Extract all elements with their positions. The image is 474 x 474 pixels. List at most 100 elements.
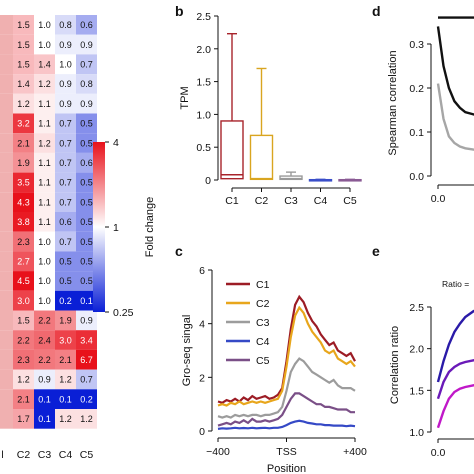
heatmap-cell-value: 0.7 [59, 178, 72, 188]
y-tick-label: 2.5 [196, 11, 211, 23]
heatmap-cell-value: 3.0 [17, 296, 30, 306]
heatmap-cell-value: 0.5 [59, 276, 72, 286]
panel-label-c: c [175, 243, 183, 259]
heatmap-cell [13, 15, 34, 35]
heatmap-cell-value: 0.1 [38, 414, 51, 424]
heatmap-cell-value: 1.5 [17, 40, 30, 50]
colorbar-bar [93, 142, 105, 312]
heatmap-column-label: C5 [80, 449, 94, 461]
heatmap-cell-value: 2.7 [17, 256, 30, 266]
x-tick-label: 0.0 [431, 447, 446, 459]
heatmap-cell-value: 1.0 [59, 59, 72, 69]
heatmap-cell [76, 251, 97, 272]
y-tick-label: 1.5 [196, 77, 211, 89]
heatmap-column-label: C2 [17, 449, 31, 461]
y-tick-label: 2.0 [196, 44, 211, 56]
y-axis-label: Gro-seq singal [181, 315, 193, 387]
heatmap-cell [34, 74, 55, 94]
panel-label-d: d [372, 3, 381, 19]
heatmap-cell-value: 1.0 [38, 276, 51, 286]
series-line [436, 309, 474, 383]
heatmap-cell [76, 369, 97, 390]
heatmap-cell-value: 1.5 [17, 59, 30, 69]
y-tick-label: 6 [199, 265, 205, 277]
heatmap-cell-value: 1.2 [17, 99, 30, 109]
heatmap-cell-value: 1.2 [59, 375, 72, 385]
heatmap-cell-value: 0.1 [38, 394, 51, 404]
heatmap-cell-value: 1.5 [17, 20, 30, 30]
y-tick-label: 4 [199, 319, 205, 331]
heatmap-cell [13, 409, 34, 429]
heatmap-cell [76, 54, 97, 75]
heatmap-cell [55, 290, 76, 311]
y-tick-label: 0.0 [409, 171, 424, 183]
heatmap-cell [55, 152, 76, 173]
x-tick-label: 0.0 [431, 193, 446, 205]
heatmap-cell-value: 1.1 [38, 217, 51, 227]
heatmap-cell [55, 310, 76, 331]
heatmap-cell-value: 0.1 [80, 296, 93, 306]
heatmap-cell-value: 2.2 [38, 316, 51, 326]
y-tick-label: 0.2 [409, 83, 424, 95]
heatmap-cell [13, 192, 34, 212]
heatmap-cell [76, 231, 97, 252]
heatmap-cell [55, 349, 76, 370]
heatmap-cell [34, 231, 55, 252]
heatmap-cell-value: 0.5 [80, 256, 93, 266]
heatmap-cell [0, 212, 13, 232]
heatmap-cell-value: 1.1 [38, 178, 51, 188]
y-tick-label: 2.5 [409, 302, 424, 314]
heatmap-cell [0, 231, 13, 252]
heatmap-cell-value: 0.5 [59, 256, 72, 266]
heatmap-cell-value: 1.1 [38, 119, 51, 129]
heatmap-cell [34, 409, 55, 429]
heatmap-column-label: l [1, 449, 3, 461]
heatmap-cell [0, 271, 13, 291]
heatmap-cell [0, 54, 13, 75]
heatmap-cell [34, 290, 55, 311]
y-tick-label: 0.5 [196, 142, 211, 154]
heatmap-cell [76, 389, 97, 409]
heatmap-cell [13, 251, 34, 272]
heatmap-cell [0, 15, 13, 35]
heatmap-cell-value: 0.2 [80, 394, 93, 404]
series-line [436, 83, 474, 151]
heatmap-cell-value: 0.7 [80, 375, 93, 385]
heatmap-cell [55, 369, 76, 390]
heatmap-cell-value: 2.4 [38, 335, 51, 345]
x-tick-label: C2 [255, 195, 269, 207]
heatmap-cell-value: 1.1 [38, 158, 51, 168]
heatmap-cell [0, 93, 13, 114]
heatmap-cell-value: 0.5 [80, 217, 93, 227]
heatmap-cell [55, 54, 76, 75]
heatmap-cell-value: 1.0 [38, 20, 51, 30]
heatmap-cell-value: 1.2 [17, 375, 30, 385]
y-tick-label: 2 [199, 372, 205, 384]
heatmap-cell-value: 0.5 [80, 276, 93, 286]
heatmap-cell-value: 1.5 [17, 316, 30, 326]
heatmap-cell [0, 172, 13, 193]
y-tick-label: 0 [205, 175, 211, 187]
series-line-c3 [217, 357, 356, 419]
heatmap-cell-value: 0.6 [80, 20, 93, 30]
x-tick-label: C5 [343, 195, 357, 207]
heatmap-cell [34, 212, 55, 232]
heatmap-cell-value: 4.3 [17, 197, 30, 207]
heatmap-cell [55, 231, 76, 252]
heatmap-cell-value: 2.2 [38, 355, 51, 365]
heatmap-cell-value: 3.5 [17, 178, 30, 188]
heatmap-cell [55, 172, 76, 193]
heatmap-cell [76, 290, 97, 311]
legend-label: C2 [256, 298, 270, 310]
heatmap-cell-value: 0.5 [80, 138, 93, 148]
heatmap-cell-value: 0.5 [80, 237, 93, 247]
heatmap-cell [13, 369, 34, 390]
heatmap-panel-a: 1.5 1.0 0.8 0.6 1.5 1.0 0.9 0.9 1.5 1.4 1.0 0.7 1.4 1… [0, 15, 97, 461]
heatmap-cell [0, 330, 13, 350]
heatmap-cell [55, 74, 76, 94]
heatmap-cell [76, 34, 97, 55]
colorbar-tick-label: 1 [113, 222, 119, 234]
heatmap-cell [0, 310, 13, 331]
series-line-c4 [217, 419, 356, 430]
heatmap-cell [76, 15, 97, 35]
